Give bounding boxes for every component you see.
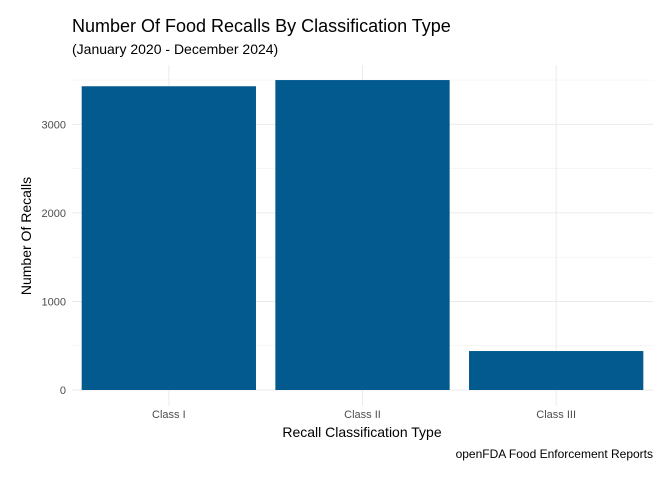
bar-class-i: [81, 86, 256, 390]
y-tick-label: 3000: [42, 119, 66, 131]
x-axis-title: Recall Classification Type: [282, 424, 441, 440]
y-axis-ticks: 0 1000 2000 3000: [42, 119, 66, 397]
bars: [81, 80, 644, 390]
chart-title: Number Of Food Recalls By Classification…: [72, 16, 451, 36]
y-axis-title: Number Of Recalls: [18, 177, 34, 295]
bar-class-ii: [275, 80, 450, 390]
y-tick-label: 0: [60, 385, 66, 397]
chart-subtitle: (January 2020 - December 2024): [72, 41, 278, 57]
chart-caption: openFDA Food Enforcement Reports: [456, 447, 653, 461]
x-tick-label: Class I: [152, 409, 186, 421]
x-axis-ticks: Class I Class II Class III: [152, 409, 576, 421]
bar-class-iii: [469, 351, 644, 390]
x-tick-label: Class II: [344, 409, 381, 421]
x-tick-label: Class III: [536, 409, 576, 421]
y-tick-label: 1000: [42, 296, 66, 308]
y-tick-label: 2000: [42, 208, 66, 220]
